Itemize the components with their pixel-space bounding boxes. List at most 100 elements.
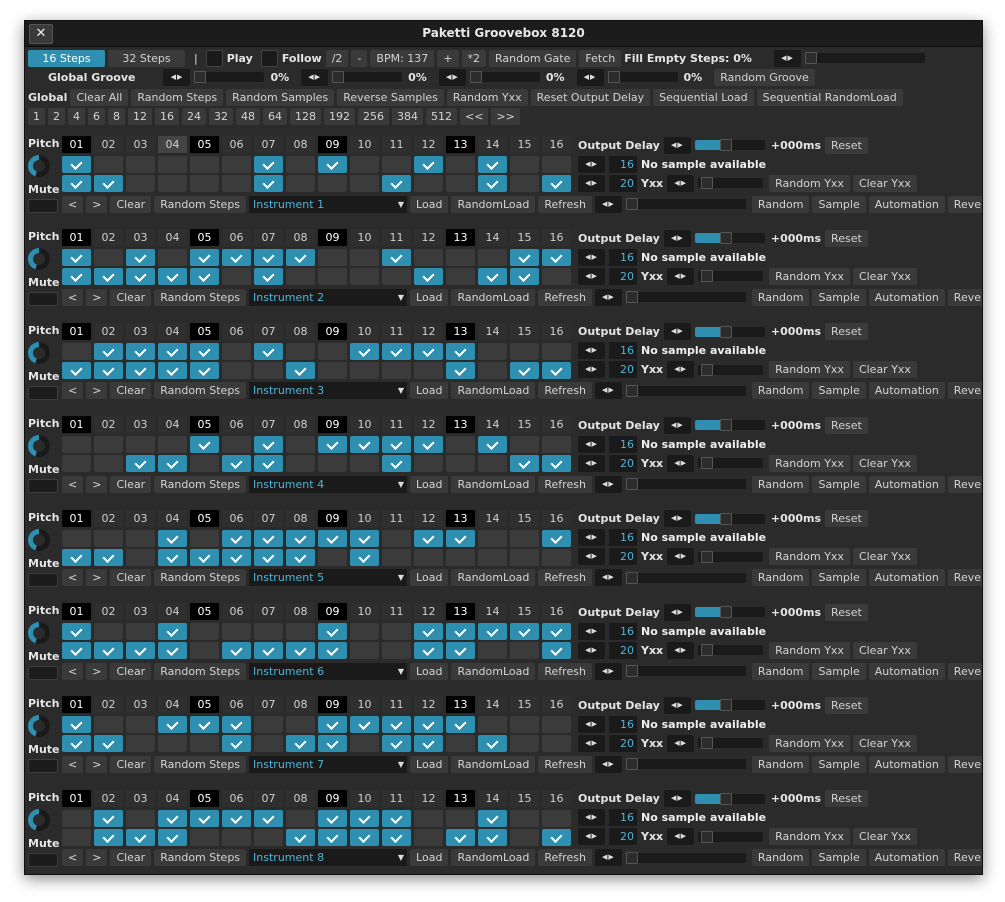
- next-button[interactable]: >: [86, 849, 108, 867]
- pitch-knob[interactable]: [28, 155, 50, 177]
- step-checkbox[interactable]: [94, 156, 123, 173]
- step-checkbox[interactable]: [190, 249, 219, 267]
- step-checkbox[interactable]: [318, 268, 347, 286]
- step-checkbox[interactable]: [414, 455, 443, 473]
- step-checkbox[interactable]: [542, 735, 571, 753]
- step-checkbox[interactable]: [254, 249, 283, 267]
- clear-yxx-button[interactable]: Clear Yxx: [852, 734, 917, 752]
- global-button-1[interactable]: Clear All: [70, 88, 129, 106]
- step-checkbox[interactable]: [542, 716, 571, 734]
- global-button-3[interactable]: Random Samples: [226, 88, 335, 106]
- step-checkbox[interactable]: [62, 249, 91, 267]
- step-checkbox[interactable]: [318, 455, 347, 473]
- step-checkbox[interactable]: [286, 642, 315, 659]
- output-delay-knob[interactable]: [720, 606, 733, 618]
- automation-button[interactable]: Automation: [868, 475, 945, 493]
- pitch-knob[interactable]: [28, 715, 50, 738]
- step-checkbox[interactable]: [126, 529, 155, 547]
- step-checkbox[interactable]: [350, 642, 379, 659]
- step-checkbox[interactable]: [350, 156, 379, 173]
- step-checkbox[interactable]: [542, 361, 571, 379]
- step-checkbox[interactable]: [382, 809, 411, 827]
- step-checkbox[interactable]: [446, 156, 475, 173]
- pitch-knob[interactable]: [28, 248, 50, 271]
- step-checkbox[interactable]: [446, 249, 475, 267]
- value-a-arrows[interactable]: ◀▶: [578, 715, 605, 733]
- output-delay-knob[interactable]: [720, 232, 733, 245]
- random-load-button[interactable]: RandomLoad: [451, 662, 536, 680]
- refresh-button[interactable]: Refresh: [538, 849, 592, 867]
- step-checkbox[interactable]: [126, 175, 155, 192]
- step-checkbox[interactable]: [222, 716, 251, 734]
- step-checkbox[interactable]: [286, 828, 315, 846]
- step-checkbox[interactable]: [414, 156, 443, 173]
- step-checkbox[interactable]: [350, 809, 379, 827]
- step-checkbox[interactable]: [158, 342, 187, 360]
- instrument-dropdown[interactable]: Instrument 6 ▼: [249, 662, 408, 680]
- step-checkbox[interactable]: [62, 716, 91, 734]
- step-checkbox[interactable]: [190, 156, 219, 173]
- step-checkbox[interactable]: [158, 642, 187, 659]
- fetch-button[interactable]: Fetch: [579, 49, 622, 67]
- output-delay-reset-button[interactable]: Reset: [825, 323, 868, 341]
- sample-button[interactable]: Sample: [812, 382, 866, 400]
- step-checkbox[interactable]: [222, 735, 251, 753]
- random-button[interactable]: Random: [751, 195, 810, 213]
- groove-3-slider[interactable]: [469, 71, 540, 83]
- step-length-button-11[interactable]: 64: [263, 107, 287, 125]
- step-checkbox[interactable]: [350, 735, 379, 753]
- random-steps-button[interactable]: Random Steps: [154, 569, 247, 587]
- instrument-dropdown[interactable]: Instrument 1 ▼: [249, 195, 408, 213]
- step-checkbox[interactable]: [94, 809, 123, 827]
- clear-yxx-button[interactable]: Clear Yxx: [852, 361, 917, 379]
- sample-arrows[interactable]: ◀▶: [594, 195, 622, 213]
- step-checkbox[interactable]: [350, 548, 379, 566]
- step-checkbox[interactable]: [542, 175, 571, 192]
- step-checkbox[interactable]: [62, 175, 91, 192]
- prev-button[interactable]: <: [62, 382, 84, 400]
- yxx-knob[interactable]: [701, 830, 714, 843]
- random-steps-button[interactable]: Random Steps: [154, 755, 247, 773]
- random-button[interactable]: Random: [751, 475, 810, 493]
- refresh-button[interactable]: Refresh: [538, 382, 592, 400]
- random-yxx-button[interactable]: Random Yxx: [769, 828, 850, 846]
- step-checkbox[interactable]: [382, 623, 411, 640]
- step-checkbox[interactable]: [318, 342, 347, 360]
- step-length-button-16[interactable]: 512: [426, 107, 457, 125]
- step-checkbox[interactable]: [510, 175, 539, 192]
- automation-button[interactable]: Automation: [868, 195, 945, 213]
- prev-button[interactable]: <: [62, 475, 84, 493]
- pitch-knob[interactable]: [28, 808, 50, 831]
- output-delay-slider[interactable]: [694, 512, 765, 525]
- step-checkbox[interactable]: [62, 623, 91, 640]
- pitch-knob[interactable]: [28, 622, 50, 644]
- output-delay-arrows[interactable]: ◀▶: [663, 323, 691, 341]
- value-a-arrows[interactable]: ◀▶: [578, 342, 605, 360]
- step-checkbox[interactable]: [510, 828, 539, 846]
- step-checkbox[interactable]: [478, 175, 507, 192]
- refresh-button[interactable]: Refresh: [538, 195, 592, 213]
- step-checkbox[interactable]: [350, 623, 379, 640]
- step-length-button-3[interactable]: 4: [68, 107, 85, 125]
- step-checkbox[interactable]: [446, 361, 475, 379]
- automation-button[interactable]: Automation: [868, 662, 945, 680]
- random-button[interactable]: Random: [751, 569, 810, 587]
- yxx-arrows[interactable]: ◀▶: [667, 267, 695, 285]
- step-checkbox[interactable]: [62, 268, 91, 286]
- step-checkbox[interactable]: [510, 529, 539, 547]
- step-checkbox[interactable]: [350, 436, 379, 454]
- next-button[interactable]: >: [86, 288, 108, 306]
- reverse-button[interactable]: Reverse: [947, 755, 982, 773]
- step-checkbox[interactable]: [414, 268, 443, 286]
- step-length-button-9[interactable]: 32: [209, 107, 233, 125]
- sample-button[interactable]: Sample: [812, 662, 866, 680]
- output-delay-reset-button[interactable]: Reset: [825, 510, 868, 528]
- step-checkbox[interactable]: [478, 342, 507, 360]
- value-b-arrows[interactable]: ◀▶: [578, 361, 605, 379]
- clear-yxx-button[interactable]: Clear Yxx: [852, 267, 917, 285]
- output-delay-knob[interactable]: [720, 325, 733, 338]
- step-checkbox[interactable]: [62, 809, 91, 827]
- clear-button[interactable]: Clear: [110, 569, 152, 587]
- step-checkbox[interactable]: [158, 156, 187, 173]
- step-length-button-15[interactable]: 384: [392, 107, 423, 125]
